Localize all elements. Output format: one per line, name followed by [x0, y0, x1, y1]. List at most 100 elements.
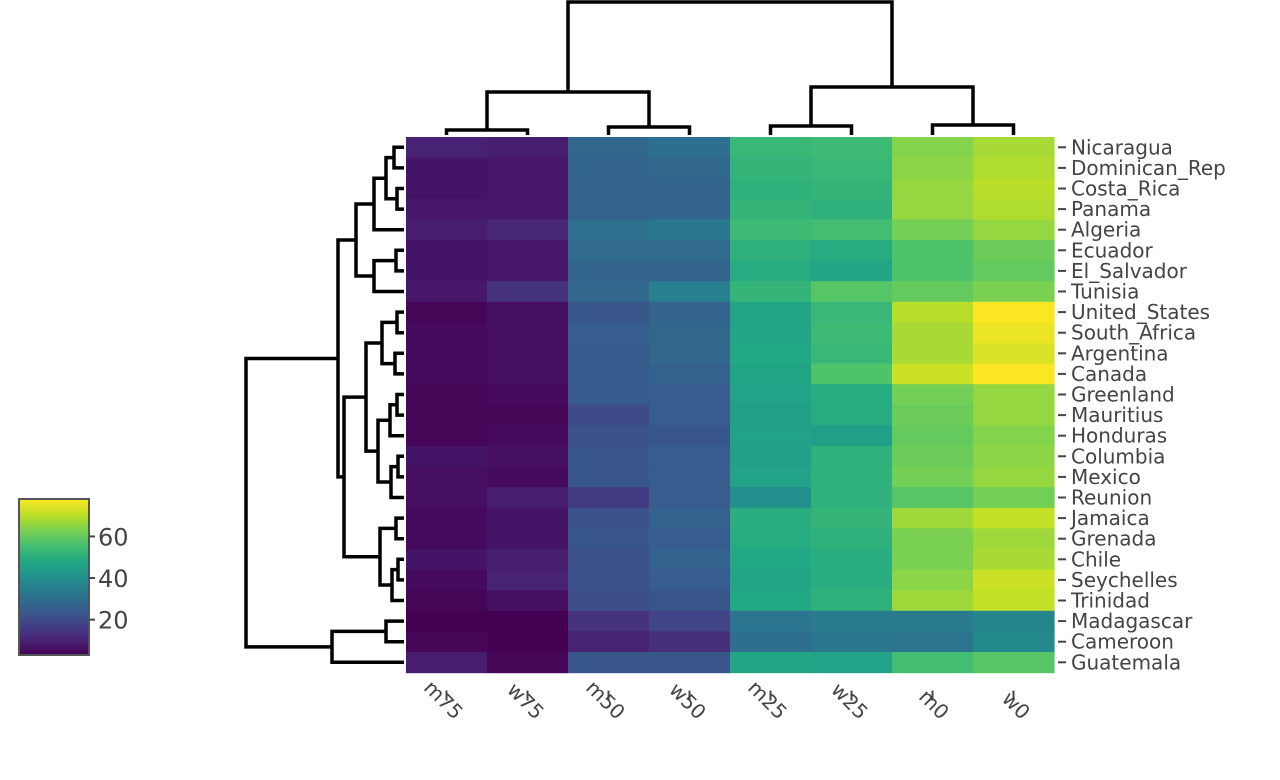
column-label: m50	[581, 675, 630, 724]
heatmap-cell	[649, 425, 731, 447]
heatmap-cell	[892, 507, 974, 529]
heatmap-cell	[730, 549, 812, 571]
row-label: Algeria	[1071, 218, 1141, 242]
heatmap-cell	[568, 590, 650, 612]
heatmap-cell	[892, 446, 974, 468]
heatmap-cell	[811, 157, 893, 179]
heatmap-cell	[973, 219, 1055, 241]
row-label: Nicaragua	[1071, 135, 1173, 159]
heatmap-cell	[406, 652, 488, 674]
heatmap-cell	[568, 157, 650, 179]
row-dendrogram	[244, 145, 404, 665]
heatmap-cell	[973, 178, 1055, 200]
row-label: Grenada	[1071, 527, 1156, 551]
heatmap-cell	[892, 425, 974, 447]
heatmap-cell	[568, 569, 650, 591]
heatmap-cell	[973, 528, 1055, 550]
heatmap-cell	[568, 301, 650, 323]
heatmap-cell	[649, 157, 731, 179]
dendrogram-link	[809, 85, 975, 126]
heatmap-cell	[649, 446, 731, 468]
heatmap-cell	[892, 487, 974, 509]
heatmap-cell	[811, 466, 893, 488]
heatmap-cell	[730, 487, 812, 509]
heatmap-cell	[406, 178, 488, 200]
heatmap-cell	[406, 549, 488, 571]
heatmap-cell	[568, 260, 650, 282]
heatmap-cell	[568, 343, 650, 365]
heatmap-cell	[811, 446, 893, 468]
heatmap-cell	[487, 384, 569, 406]
dendrogram-link	[330, 629, 404, 665]
heatmap-cell	[406, 528, 488, 550]
dendrogram-link	[930, 123, 1016, 135]
heatmap-cell	[730, 363, 812, 385]
heatmap-cell	[892, 343, 974, 365]
heatmap-cell	[487, 281, 569, 303]
row-label: Ecuador	[1071, 238, 1153, 262]
heatmap-cell	[406, 219, 488, 241]
colorbar-tick-label: 40	[98, 565, 129, 593]
heatmap-cell	[568, 219, 650, 241]
heatmap-cell	[730, 281, 812, 303]
heatmap-cell	[568, 549, 650, 571]
heatmap-cell	[406, 384, 488, 406]
heatmap-cell	[892, 569, 974, 591]
heatmap-cell	[730, 260, 812, 282]
heatmap-cell	[811, 487, 893, 509]
heatmap-cell	[487, 322, 569, 344]
heatmap-cell	[973, 446, 1055, 468]
heatmap-cell	[892, 281, 974, 303]
heatmap-cell	[892, 322, 974, 344]
heatmap-cell	[487, 425, 569, 447]
dendrogram-link	[394, 516, 404, 541]
heatmap-cell	[406, 425, 488, 447]
heatmap-cell	[730, 528, 812, 550]
dendrogram-link	[392, 145, 404, 170]
heatmap-cell	[406, 240, 488, 262]
heatmap-cell	[649, 487, 731, 509]
heatmap-cell	[730, 590, 812, 612]
heatmap-cell	[487, 652, 569, 674]
heatmap-cell	[973, 384, 1055, 406]
heatmap-cell	[730, 652, 812, 674]
heatmap-cell	[811, 281, 893, 303]
heatmap-cell	[487, 528, 569, 550]
row-label: Madagascar	[1071, 609, 1193, 633]
heatmap-cell	[811, 569, 893, 591]
heatmap-cell	[406, 590, 488, 612]
heatmap-cell	[568, 198, 650, 220]
heatmap-cell	[892, 528, 974, 550]
row-label: Canada	[1071, 362, 1147, 386]
heatmap-cell	[730, 507, 812, 529]
heatmap-cell	[568, 652, 650, 674]
row-labels: NicaraguaDominican_RepCosta_RicaPanamaAl…	[1058, 135, 1226, 674]
heatmap-cell	[487, 404, 569, 426]
heatmap-cell	[811, 590, 893, 612]
heatmap-cell	[973, 322, 1055, 344]
heatmap-cell	[487, 507, 569, 529]
heatmap-cell	[973, 466, 1055, 488]
heatmap-cell	[730, 178, 812, 200]
heatmap-cell	[406, 198, 488, 220]
heatmap-cell	[730, 240, 812, 262]
column-label: m25	[743, 675, 792, 724]
row-label: Columbia	[1071, 444, 1165, 468]
heatmap-cell	[568, 610, 650, 632]
colorbar-tick-label: 60	[98, 523, 129, 551]
heatmap-cell	[811, 425, 893, 447]
colorbar-gradient	[18, 498, 90, 656]
row-label: South_Africa	[1071, 321, 1196, 345]
heatmap-cell	[811, 549, 893, 571]
dendrogram-link	[394, 248, 404, 273]
heatmap-cell	[730, 404, 812, 426]
heatmap-cell	[892, 157, 974, 179]
heatmap-cell	[406, 569, 488, 591]
heatmap-cell	[730, 343, 812, 365]
heatmap-cell	[649, 569, 731, 591]
heatmap-cell	[568, 281, 650, 303]
heatmap-cell	[730, 446, 812, 468]
heatmap-cell	[973, 549, 1055, 571]
heatmap-cell	[811, 240, 893, 262]
